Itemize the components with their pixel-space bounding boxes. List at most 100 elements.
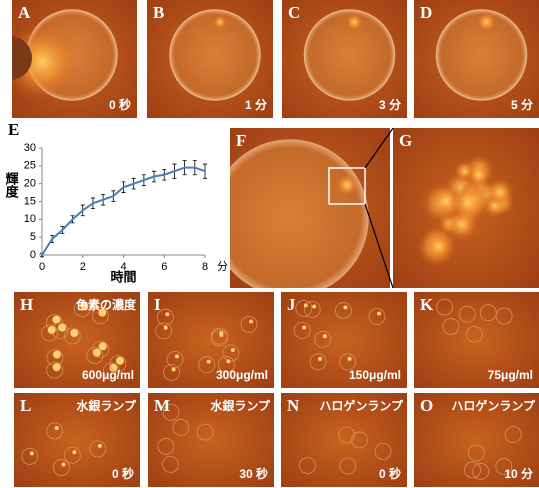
- y-tick-label: 10: [24, 213, 36, 225]
- cell-dot: [58, 323, 67, 332]
- y-tick-label: 5: [30, 231, 36, 243]
- x-tick-label: 0: [39, 261, 45, 273]
- cell: [109, 355, 127, 373]
- cell: [374, 442, 392, 460]
- panel-letter: G: [399, 131, 412, 150]
- cell-dot: [109, 363, 118, 372]
- cell: [92, 340, 110, 358]
- cell: [73, 300, 91, 317]
- cell: [41, 324, 59, 342]
- cell: [495, 307, 513, 325]
- y-tick-label: 20: [24, 178, 36, 190]
- panel: L 水銀ランプ 0 秒: [14, 393, 140, 487]
- panel-bg: [14, 393, 140, 487]
- cell: [91, 307, 109, 325]
- spot: [345, 13, 364, 31]
- cell-dot: [98, 308, 107, 317]
- egg: [303, 9, 396, 101]
- cell-dot: [70, 328, 79, 337]
- panel-caption: 0 秒: [112, 466, 134, 481]
- panel-letter: N: [287, 396, 300, 415]
- panel: A 0 秒: [12, 0, 137, 118]
- cell: [472, 462, 490, 480]
- panel-letter: H: [20, 295, 33, 314]
- cell: [293, 322, 311, 339]
- panel-bg: [414, 393, 539, 487]
- cell-dot: [52, 363, 61, 372]
- error-bar: [203, 163, 207, 179]
- zoom-line: [364, 127, 394, 169]
- cell: [303, 301, 321, 318]
- cell-dot: [163, 325, 168, 330]
- cell: [46, 361, 64, 379]
- panel: D 5 分: [414, 0, 539, 118]
- cell: [458, 305, 476, 323]
- panel-letter: J: [287, 295, 296, 314]
- cell: [53, 459, 70, 476]
- cell: [157, 438, 175, 455]
- panel-bg: [148, 292, 274, 388]
- cell: [156, 308, 174, 326]
- panel-caption: 1 分: [245, 97, 267, 112]
- x-axis-label: 時間: [110, 269, 136, 284]
- panel-caption: 5 分: [511, 97, 533, 112]
- cell: [63, 327, 81, 345]
- egg: [169, 9, 261, 101]
- cell-dot: [29, 451, 34, 456]
- zoom-line: [364, 203, 394, 289]
- cell-dot: [54, 426, 59, 431]
- panel-letter: L: [20, 396, 31, 415]
- y-tick-label: 15: [24, 195, 36, 207]
- cell: [467, 444, 485, 462]
- cell: [163, 363, 180, 381]
- cell-dot: [230, 348, 235, 353]
- panel-letter: C: [288, 3, 300, 22]
- cell-dot: [115, 356, 124, 365]
- cell-dot: [175, 354, 180, 359]
- cell: [314, 330, 332, 348]
- pipette: [12, 36, 32, 80]
- panel: G: [393, 128, 539, 288]
- egg: [435, 9, 528, 101]
- panel: I 300μg/ml: [148, 292, 274, 388]
- cell: [210, 329, 228, 347]
- spot: [335, 173, 359, 197]
- cell-dot: [52, 315, 61, 324]
- cell-dot: [97, 443, 102, 448]
- blob: [426, 233, 451, 259]
- panel: B 1 分: [147, 0, 273, 118]
- x-unit: 分: [217, 260, 228, 273]
- cell: [339, 353, 356, 371]
- cell: [217, 355, 235, 373]
- cell: [196, 423, 214, 441]
- cell: [21, 448, 39, 465]
- panel-letter: F: [236, 131, 246, 150]
- cell: [338, 426, 356, 444]
- zoom-box: [328, 167, 366, 205]
- cell: [162, 403, 180, 421]
- cell-dot: [171, 367, 176, 372]
- panel: N ハロゲンランプ 0 秒: [281, 393, 407, 487]
- panel: K 75μg/ml: [414, 292, 539, 388]
- panel-title: 色素の濃度: [76, 297, 137, 312]
- glow: [12, 24, 80, 100]
- cell-dot: [165, 312, 170, 317]
- cell-dot: [52, 350, 61, 359]
- panel-title: 水銀ランプ: [210, 398, 271, 413]
- panel-title: 水銀ランプ: [76, 398, 137, 413]
- panel-caption: 75μg/ml: [488, 368, 533, 382]
- panel-title: ハロゲンランプ: [319, 398, 404, 413]
- cell: [299, 457, 316, 474]
- cell-dot: [92, 348, 101, 357]
- panel-letter: I: [154, 295, 161, 314]
- cell: [162, 455, 179, 473]
- cell: [86, 347, 104, 365]
- cell-dot: [80, 301, 89, 310]
- cell: [172, 419, 190, 436]
- panel: J 150μg/ml: [281, 292, 407, 388]
- cell-dot: [72, 450, 77, 455]
- panel-caption: 300μg/ml: [216, 368, 268, 382]
- cell-dot: [249, 319, 254, 324]
- cell: [335, 302, 352, 319]
